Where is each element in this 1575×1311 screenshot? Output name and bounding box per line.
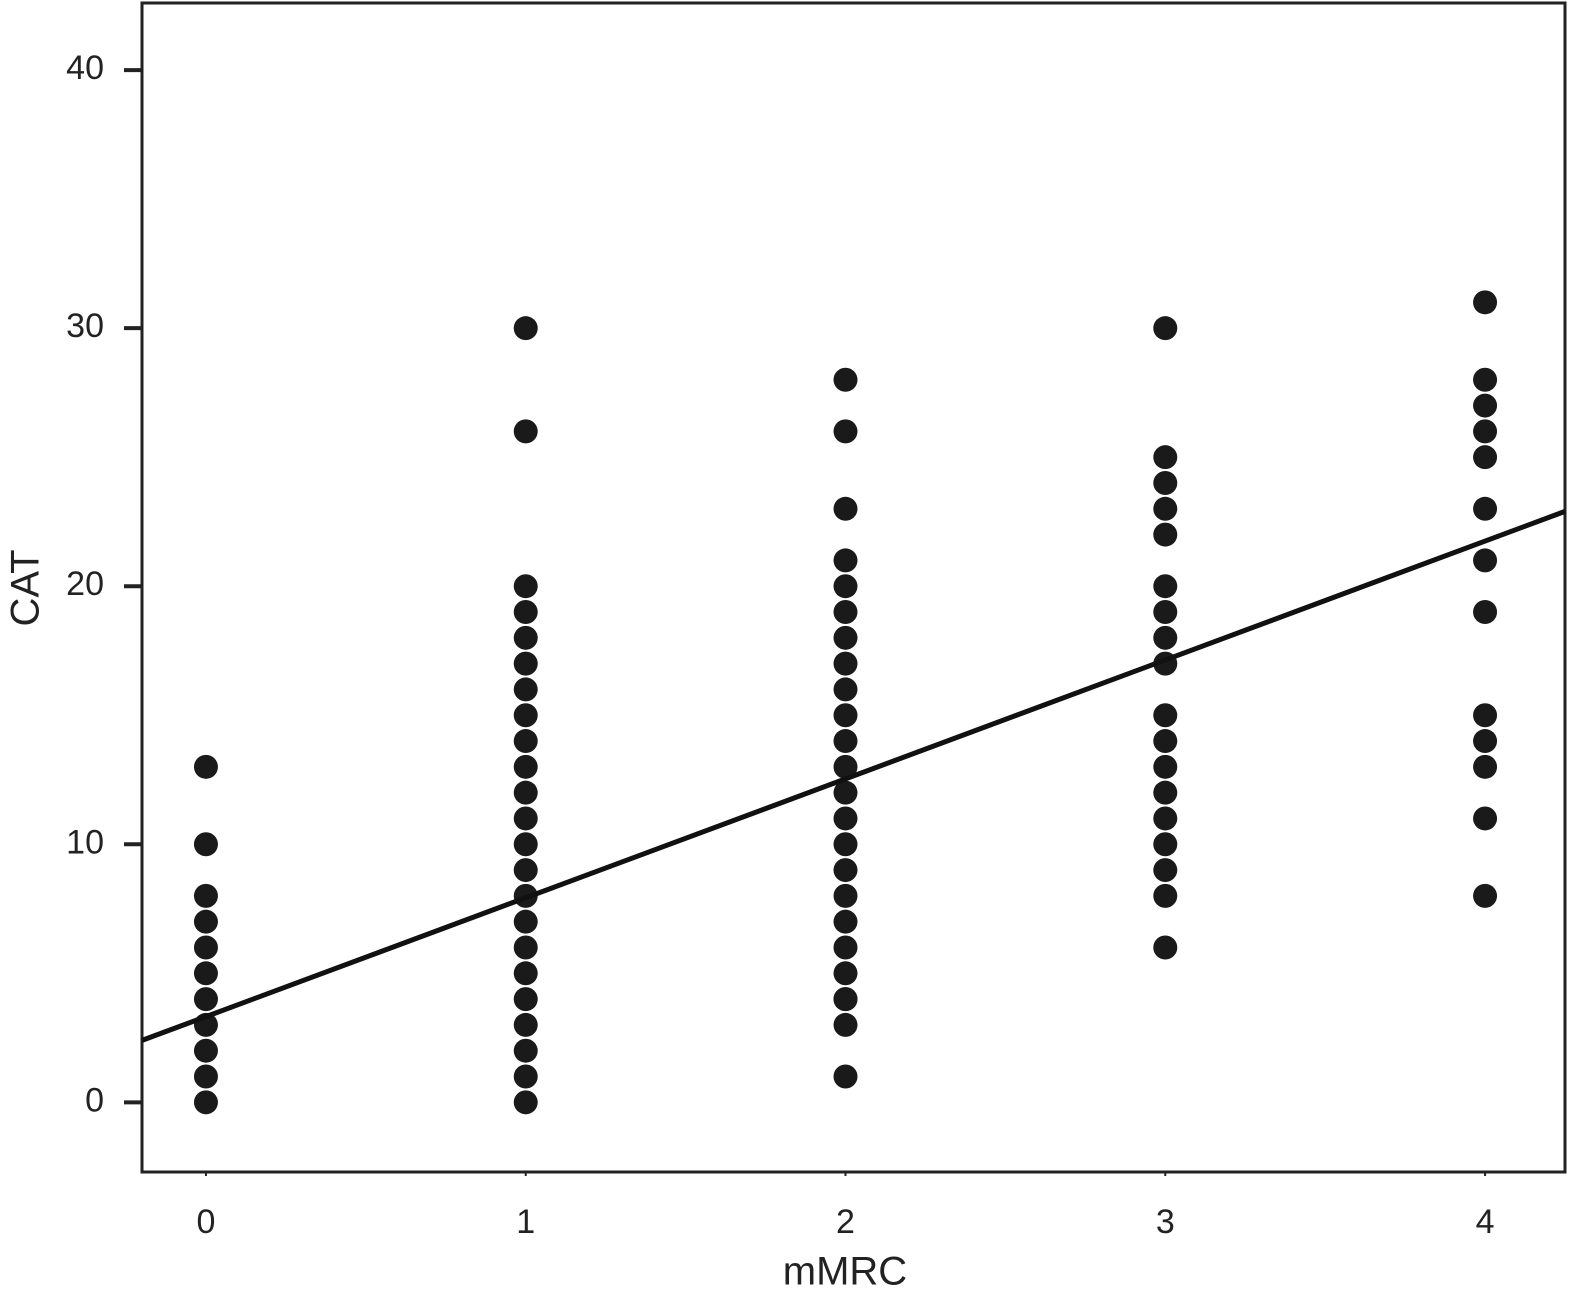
y-tick-label: 40	[66, 49, 104, 87]
point	[1473, 600, 1498, 625]
point	[513, 909, 538, 934]
point	[513, 729, 538, 754]
point	[513, 961, 538, 986]
point	[833, 574, 858, 599]
point	[1153, 445, 1178, 470]
point	[1473, 729, 1498, 754]
point	[513, 1012, 538, 1037]
point	[1153, 625, 1178, 650]
point	[513, 625, 538, 650]
y-tick-label: 30	[66, 307, 104, 345]
point	[833, 935, 858, 960]
x-tick-label: 0	[196, 1203, 215, 1241]
point	[1153, 600, 1178, 625]
point	[1153, 935, 1178, 960]
point	[513, 832, 538, 857]
point	[1153, 522, 1178, 547]
point	[833, 883, 858, 908]
point	[1153, 832, 1178, 857]
y-tick-label: 10	[66, 823, 104, 861]
y-axis-label: CAT	[4, 549, 48, 626]
point	[1153, 883, 1178, 908]
point	[193, 909, 218, 934]
point	[513, 574, 538, 599]
point	[833, 548, 858, 573]
x-tick-label: 2	[836, 1203, 855, 1241]
point	[1473, 806, 1498, 831]
point	[513, 1090, 538, 1115]
point	[833, 729, 858, 754]
point	[1473, 703, 1498, 728]
point	[1153, 858, 1178, 883]
point	[833, 858, 858, 883]
point	[513, 419, 538, 444]
point	[833, 1064, 858, 1089]
point	[513, 780, 538, 805]
x-axis-label: mMRC	[783, 1250, 907, 1294]
point	[513, 600, 538, 625]
point	[833, 987, 858, 1012]
point	[1473, 290, 1498, 315]
point	[513, 754, 538, 779]
point	[833, 651, 858, 676]
point	[1153, 574, 1178, 599]
point	[513, 987, 538, 1012]
point	[1153, 703, 1178, 728]
point	[1473, 754, 1498, 779]
point	[833, 754, 858, 779]
point	[513, 858, 538, 883]
x-tick-label: 1	[516, 1203, 535, 1241]
point	[833, 367, 858, 392]
point	[513, 677, 538, 702]
point	[833, 419, 858, 444]
point	[513, 1064, 538, 1089]
point	[513, 703, 538, 728]
point	[193, 1090, 218, 1115]
point	[513, 935, 538, 960]
point	[833, 496, 858, 521]
point	[1473, 445, 1498, 470]
y-tick-label: 0	[85, 1081, 104, 1119]
point	[193, 987, 218, 1012]
point	[193, 1064, 218, 1089]
point	[1473, 548, 1498, 573]
x-tick-label: 3	[1156, 1203, 1175, 1241]
fit-line	[141, 509, 1566, 1043]
point	[833, 909, 858, 934]
point	[193, 935, 218, 960]
point	[1153, 806, 1178, 831]
point	[513, 316, 538, 341]
point	[1473, 496, 1498, 521]
point	[1153, 754, 1178, 779]
point	[193, 1038, 218, 1063]
point	[193, 754, 218, 779]
point	[193, 883, 218, 908]
point	[1473, 393, 1498, 418]
point	[1473, 367, 1498, 392]
point	[1473, 419, 1498, 444]
point	[1153, 780, 1178, 805]
y-tick-label: 20	[66, 565, 104, 603]
point	[833, 703, 858, 728]
point	[1153, 729, 1178, 754]
point	[833, 625, 858, 650]
point	[1153, 496, 1178, 521]
point	[833, 780, 858, 805]
point	[513, 651, 538, 676]
point	[1153, 470, 1178, 495]
x-tick-label: 4	[1476, 1203, 1495, 1241]
point	[193, 832, 218, 857]
point	[833, 961, 858, 986]
point	[833, 806, 858, 831]
point	[1153, 316, 1178, 341]
point	[1473, 883, 1498, 908]
point	[833, 677, 858, 702]
point	[193, 961, 218, 986]
point	[833, 600, 858, 625]
point	[513, 806, 538, 831]
point	[513, 1038, 538, 1063]
point	[833, 832, 858, 857]
point	[833, 1012, 858, 1037]
